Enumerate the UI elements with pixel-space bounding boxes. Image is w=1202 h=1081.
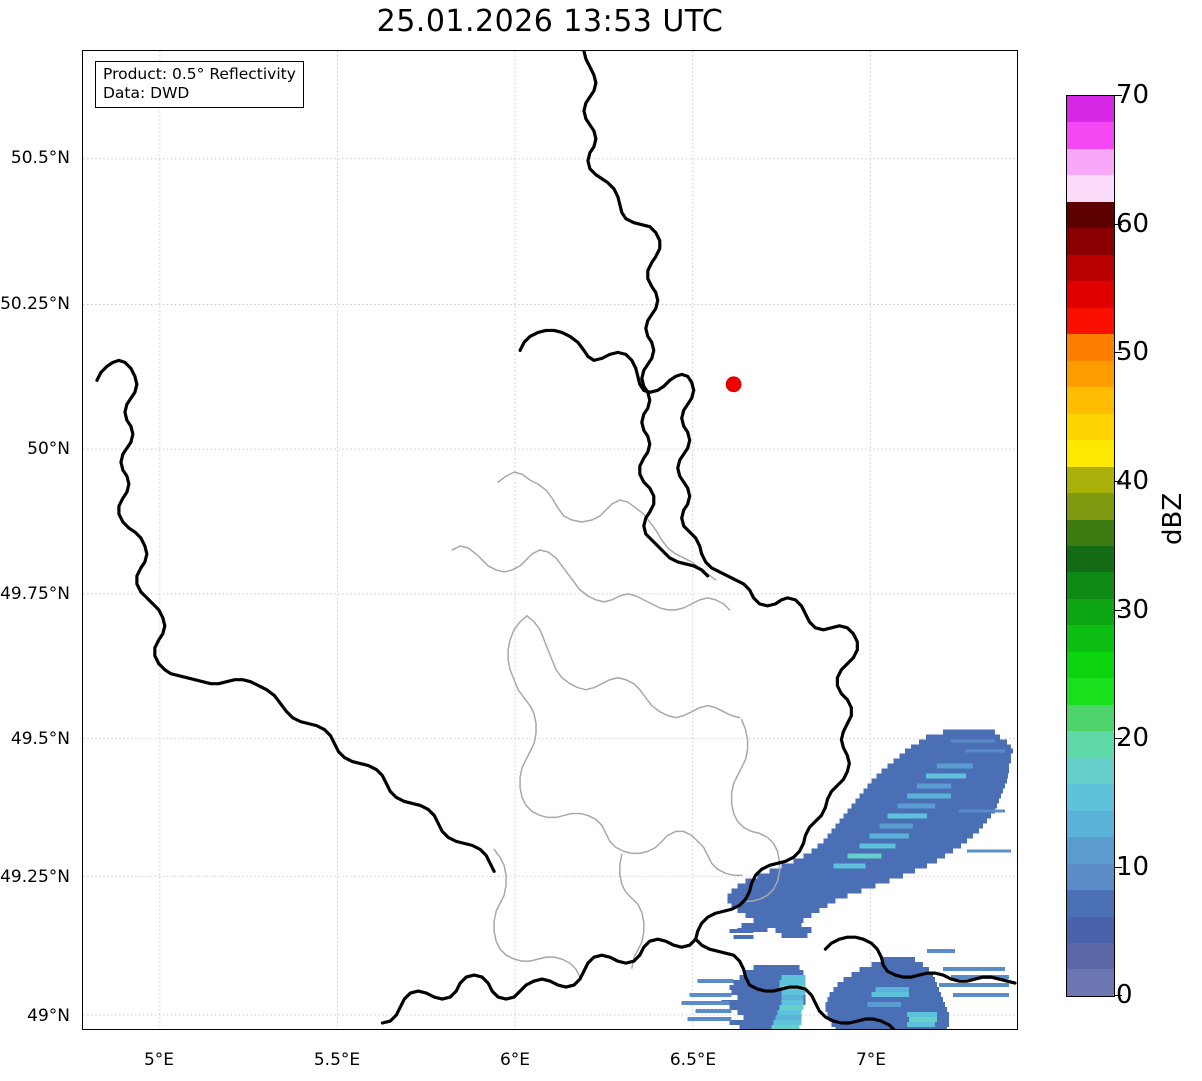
y-tick-label: 50.25°N: [0, 294, 70, 314]
x-tick-label: 5°E: [143, 1050, 175, 1070]
info-data-line: Data: DWD: [103, 84, 190, 102]
colorbar-band: [1067, 96, 1114, 123]
colorbar-band: [1067, 784, 1114, 811]
colorbar-band: [1067, 572, 1114, 599]
colorbar-band: [1067, 493, 1114, 520]
colorbar-band: [1067, 228, 1114, 255]
colorbar-band: [1067, 625, 1114, 652]
y-tick-label: 50.5°N: [10, 148, 70, 168]
echo-cluster-south-central: [681, 965, 806, 1029]
colorbar-band: [1067, 731, 1114, 758]
colorbar-tick-mark: [1114, 224, 1122, 226]
colorbar-band: [1067, 757, 1114, 785]
colorbar-band: [1067, 810, 1114, 838]
colorbar-band: [1067, 281, 1114, 308]
colorbar-tick-mark: [1114, 481, 1122, 483]
colorbar-band: [1067, 148, 1114, 176]
x-tick-label: 7°E: [855, 1050, 887, 1070]
colorbar-band: [1067, 175, 1114, 202]
radar-map-plot[interactable]: Product: 0.5° Reflectivity Data: DWD: [82, 50, 1018, 1030]
colorbar-band: [1067, 890, 1114, 917]
colorbar-band: [1067, 598, 1114, 626]
colorbar-band: [1067, 307, 1114, 335]
echo-cluster-southeast: [825, 949, 1010, 1029]
colorbar-tick-label: 40: [1116, 466, 1150, 496]
luxembourg-national-border: [380, 328, 859, 1025]
echo-cluster-isolated-fragment: [729, 921, 812, 940]
colorbar-tick-mark: [1114, 95, 1122, 97]
colorbar-band: [1067, 360, 1114, 388]
colorbar-axis-label: dBZ: [1158, 492, 1188, 545]
international-borders: [95, 51, 1017, 1029]
colorbar-band: [1067, 969, 1114, 996]
colorbar-band: [1067, 413, 1114, 441]
colorbar-band: [1067, 678, 1114, 705]
colorbar-band: [1067, 254, 1114, 282]
y-tick-label: 49.25°N: [0, 867, 70, 887]
x-tick-label: 6°E: [499, 1050, 531, 1070]
info-product-line: Product: 0.5° Reflectivity: [103, 65, 296, 83]
colorbar-band: [1067, 387, 1114, 414]
luxembourg-canton-borders: [451, 471, 781, 978]
y-tick-label: 50°N: [27, 439, 70, 459]
colorbar-band: [1067, 943, 1114, 970]
colorbar-tick-mark: [1114, 995, 1122, 997]
colorbar-band: [1067, 466, 1114, 494]
colorbar-band: [1067, 863, 1114, 891]
colorbar-band: [1067, 440, 1114, 467]
colorbar-tick-label: 60: [1116, 209, 1150, 239]
colorbar-band: [1067, 201, 1114, 229]
colorbar-tick-label: 50: [1116, 337, 1150, 367]
page-title: 25.01.2026 13:53 UTC: [376, 4, 724, 39]
colorbar-band: [1067, 837, 1114, 864]
colorbar-tick-mark: [1114, 738, 1122, 740]
x-tick-label: 6.5°E: [669, 1050, 717, 1070]
x-tick-label: 5.5°E: [313, 1050, 361, 1070]
colorbar-band: [1067, 916, 1114, 943]
colorbar[interactable]: [1066, 95, 1115, 997]
colorbar-tick-label: 30: [1116, 595, 1150, 625]
colorbar-band: [1067, 122, 1114, 149]
y-tick-label: 49.5°N: [10, 729, 70, 749]
colorbar-band: [1067, 704, 1114, 732]
radar-map-canvas: [83, 51, 1017, 1029]
colorbar-tick-mark: [1114, 610, 1122, 612]
info-box: Product: 0.5° Reflectivity Data: DWD: [95, 61, 304, 108]
colorbar-tick-mark: [1114, 352, 1122, 354]
colorbar-band: [1067, 545, 1114, 573]
y-tick-label: 49.75°N: [0, 584, 70, 604]
colorbar-tick-label: 10: [1116, 852, 1150, 882]
colorbar-band: [1067, 519, 1114, 546]
colorbar-tick-label: 70: [1116, 80, 1150, 110]
colorbar-tick-mark: [1114, 867, 1122, 869]
radar-site-marker[interactable]: [725, 376, 742, 393]
colorbar-tick-label: 0: [1116, 980, 1133, 1010]
y-tick-label: 49°N: [27, 1006, 70, 1026]
colorbar-band: [1067, 651, 1114, 679]
colorbar-tick-label: 20: [1116, 723, 1150, 753]
colorbar-band: [1067, 334, 1114, 361]
echo-cluster-northeast: [727, 729, 1014, 933]
